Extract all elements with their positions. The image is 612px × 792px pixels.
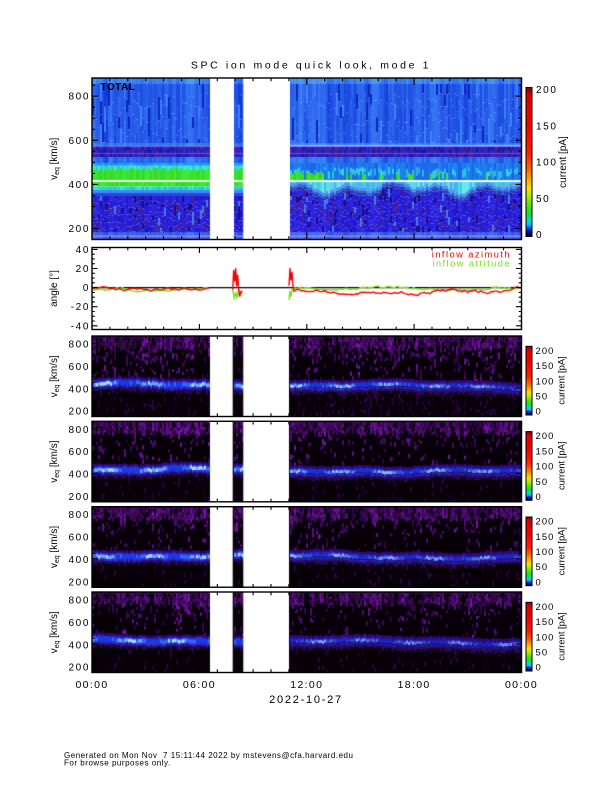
svg-text:800: 800	[69, 425, 91, 436]
svg-text:Generated on Mon Nov 7 15:11:: Generated on Mon Nov 7 15:11:44 2022 by …	[64, 751, 353, 760]
svg-text:100: 100	[536, 158, 558, 169]
svg-text:150: 150	[536, 360, 555, 371]
svg-text:400: 400	[69, 555, 91, 566]
svg-text:200: 200	[69, 577, 91, 588]
svg-text:current [pA]: current [pA]	[556, 612, 567, 660]
svg-text:50: 50	[536, 391, 549, 402]
svg-text:200: 200	[536, 430, 555, 441]
svg-text:veq [km/s]: veq [km/s]	[49, 611, 61, 653]
svg-text:SPC ion mode quick look, mode: SPC ion mode quick look, mode 1	[191, 60, 431, 72]
svg-text:100: 100	[536, 461, 555, 472]
svg-text:400: 400	[69, 640, 91, 651]
svg-text:200: 200	[69, 224, 91, 235]
svg-text:50: 50	[536, 561, 549, 572]
svg-text:00:00: 00:00	[75, 679, 108, 691]
svg-text:200: 200	[69, 663, 91, 674]
svg-text:50: 50	[536, 476, 549, 487]
svg-text:current [pA]: current [pA]	[556, 527, 567, 575]
svg-text:0: 0	[536, 662, 542, 673]
svg-text:600: 600	[69, 533, 91, 544]
svg-text:12:00: 12:00	[290, 679, 323, 691]
svg-text:inflow azimuth: inflow azimuth	[432, 250, 511, 260]
svg-text:veq [km/s]: veq [km/s]	[49, 355, 61, 397]
svg-text:600: 600	[69, 136, 91, 147]
svg-text:current [pA]: current [pA]	[556, 356, 567, 404]
svg-text:00:00: 00:00	[505, 679, 538, 691]
svg-text:150: 150	[536, 531, 555, 542]
svg-text:A sensor: A sensor	[101, 340, 143, 350]
svg-text:200: 200	[536, 345, 555, 356]
svg-text:400: 400	[69, 384, 91, 395]
svg-text:20: 20	[76, 264, 90, 275]
svg-text:50: 50	[536, 194, 550, 205]
svg-text:inflow attitude: inflow attitude	[432, 259, 511, 269]
svg-text:angle [°]: angle [°]	[49, 270, 60, 307]
svg-text:200: 200	[536, 601, 555, 612]
svg-text:400: 400	[69, 470, 91, 481]
svg-text:100: 100	[536, 631, 555, 642]
svg-text:40: 40	[76, 245, 90, 256]
svg-text:200: 200	[536, 85, 558, 96]
svg-text:200: 200	[69, 407, 91, 418]
svg-text:150: 150	[536, 121, 558, 132]
svg-text:50: 50	[536, 647, 549, 658]
svg-text:current [pA]: current [pA]	[558, 136, 569, 188]
svg-text:800: 800	[69, 510, 91, 521]
svg-text:600: 600	[69, 618, 91, 629]
svg-text:veq [km/s]: veq [km/s]	[49, 137, 61, 179]
svg-text:TOTAL: TOTAL	[101, 82, 136, 93]
svg-text:200: 200	[536, 516, 555, 527]
svg-text:150: 150	[536, 616, 555, 627]
svg-text:200: 200	[69, 492, 91, 503]
svg-text:veq [km/s]: veq [km/s]	[49, 440, 61, 482]
svg-text:current [pA]: current [pA]	[556, 442, 567, 490]
svg-text:100: 100	[536, 546, 555, 557]
svg-text:400: 400	[69, 180, 91, 191]
svg-text:06:00: 06:00	[183, 679, 216, 691]
svg-text:-40: -40	[71, 321, 90, 332]
svg-text:veq [km/s]: veq [km/s]	[49, 526, 61, 568]
svg-text:800: 800	[69, 92, 91, 103]
svg-text:For browse purposes only.: For browse purposes only.	[64, 759, 171, 768]
svg-text:2022-10-27: 2022-10-27	[269, 694, 343, 706]
svg-text:150: 150	[536, 445, 555, 456]
svg-text:600: 600	[69, 362, 91, 373]
svg-text:0: 0	[536, 406, 542, 417]
svg-text:100: 100	[536, 375, 555, 386]
svg-text:0: 0	[536, 230, 543, 241]
svg-text:800: 800	[69, 340, 91, 351]
svg-text:18:00: 18:00	[398, 679, 431, 691]
svg-text:800: 800	[69, 596, 91, 607]
svg-text:600: 600	[69, 447, 91, 458]
svg-text:0: 0	[536, 576, 542, 587]
svg-text:0: 0	[536, 491, 542, 502]
svg-text:0: 0	[83, 283, 90, 294]
svg-text:-20: -20	[71, 302, 90, 313]
